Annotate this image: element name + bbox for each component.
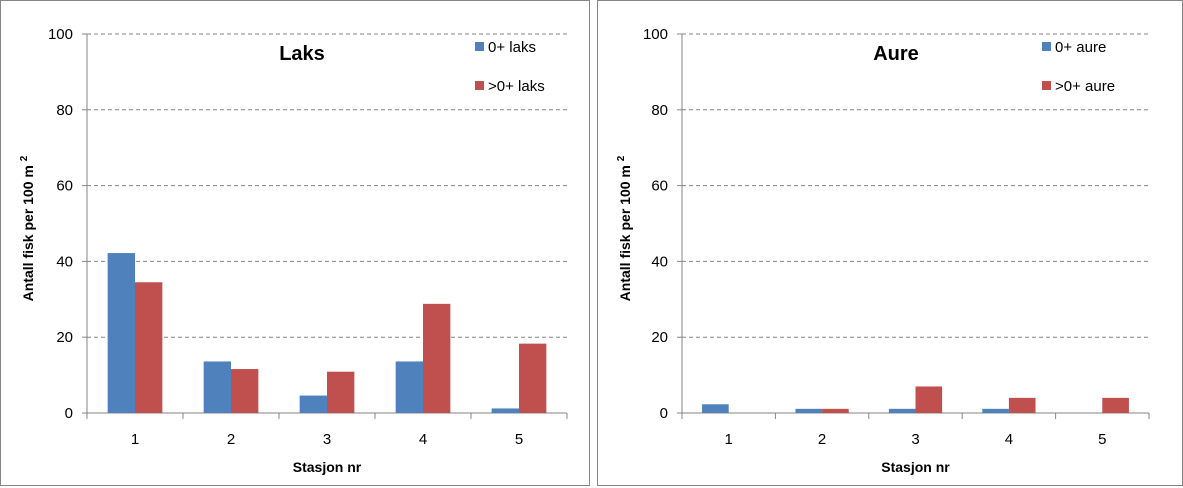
x-tick-label: 4	[1005, 431, 1013, 448]
bar	[1102, 397, 1129, 413]
bar	[423, 303, 451, 413]
bar	[395, 361, 423, 413]
bar	[915, 386, 943, 413]
y-tick-labels: 0 20 40 60 80 100	[643, 26, 668, 422]
legend-swatch	[475, 81, 484, 90]
legend-swatch	[1042, 81, 1051, 90]
y-tick-label: 100	[48, 26, 73, 43]
legend-swatch	[1042, 42, 1051, 51]
chart-panel-aure: 0 20 40 60 80 100 1 2 3 4 5 Stasjon nr Antall fisk p…	[597, 0, 1183, 486]
y-tick-label: 100	[643, 26, 668, 43]
bar	[203, 361, 231, 413]
bar	[888, 408, 916, 413]
y-tick-label: 60	[56, 178, 73, 195]
bar	[231, 369, 259, 413]
bar	[491, 408, 519, 413]
y-axis-title: Antall fisk per 100 m 2	[19, 155, 36, 301]
y-tick-label: 80	[651, 102, 668, 119]
x-tick-label: 2	[818, 431, 826, 448]
y-tick-label: 0	[65, 405, 73, 422]
bar	[702, 404, 729, 413]
x-tick-label: 1	[131, 431, 139, 448]
bar	[327, 371, 355, 413]
y-axis-title-superscript: 2	[19, 155, 30, 161]
legend-label: >0+ aure	[1055, 78, 1115, 95]
bar	[795, 408, 823, 413]
y-tick-label: 80	[56, 102, 73, 119]
bars	[107, 253, 547, 413]
bar	[299, 395, 327, 413]
x-axis-title: Stasjon nr	[293, 459, 362, 475]
legend-swatch	[475, 42, 484, 51]
x-axis-title: Stasjon nr	[881, 459, 950, 475]
gridlines	[682, 33, 1149, 338]
y-axis-title: Antall fisk per 100 m 2	[616, 155, 633, 301]
x-tick-label: 3	[911, 431, 919, 448]
bars	[702, 386, 1129, 413]
chart-title: Laks	[279, 43, 325, 65]
bar	[822, 408, 849, 413]
x-tick-label: 5	[1098, 431, 1106, 448]
bar	[982, 408, 1009, 413]
y-tick-label: 60	[651, 178, 668, 195]
gridlines	[87, 33, 567, 338]
legend: 0+ aure >0+ aure	[1042, 39, 1115, 95]
y-tick-labels: 0 20 40 60 80 100	[48, 26, 73, 422]
y-axis-title-superscript: 2	[616, 155, 627, 161]
bar	[135, 282, 163, 413]
y-tick-label: 20	[56, 329, 73, 346]
bar-chart-aure: 0 20 40 60 80 100 1 2 3 4 5 Stasjon nr Antall fisk p…	[616, 26, 1150, 475]
legend-label: 0+ laks	[488, 39, 536, 56]
x-tick-label: 4	[419, 431, 427, 448]
legend-label: >0+ laks	[488, 78, 545, 95]
x-tick-label: 5	[515, 431, 523, 448]
y-tick-label: 20	[651, 329, 668, 346]
chart-panel-laks: 0 20 40 60 80 100 1 2 3 4 5 Stasjon nr Antall fisk p…	[0, 0, 590, 486]
x-tick-label: 2	[227, 431, 235, 448]
y-tick-label: 40	[651, 253, 668, 270]
x-tick-label: 3	[323, 431, 331, 448]
legend-label: 0+ aure	[1055, 39, 1106, 56]
x-tick-label: 1	[725, 431, 733, 448]
y-axis-title-text: Antall fisk per 100 m	[20, 161, 36, 301]
chart-title: Aure	[873, 43, 919, 65]
legend: 0+ laks >0+ laks	[475, 39, 545, 95]
y-tick-label: 40	[56, 253, 73, 270]
bar	[1008, 397, 1036, 413]
bar-chart-laks: 0 20 40 60 80 100 1 2 3 4 5 Stasjon nr Antall fisk p…	[19, 26, 568, 475]
x-tick-labels: 1 2 3 4 5	[131, 431, 523, 448]
y-axis-title-text: Antall fisk per 100 m	[617, 161, 633, 301]
x-tick-labels: 1 2 3 4 5	[725, 431, 1107, 448]
bar	[519, 343, 547, 413]
y-tick-label: 0	[660, 405, 668, 422]
bar	[107, 253, 135, 413]
